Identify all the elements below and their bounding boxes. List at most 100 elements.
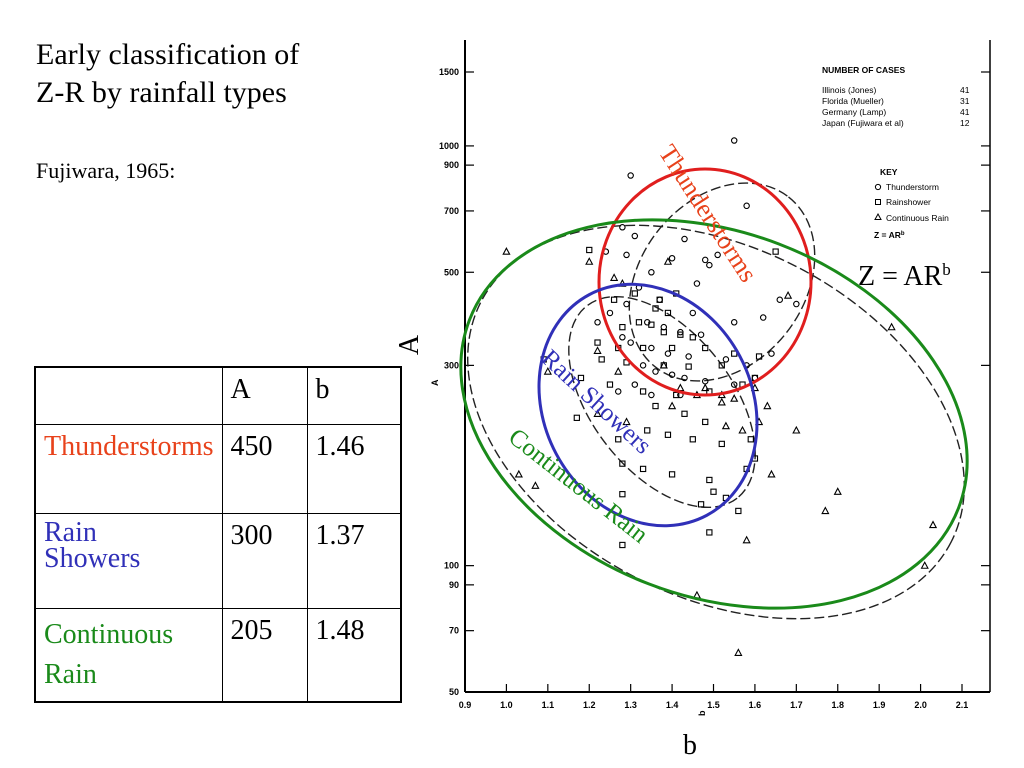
data-point-circle xyxy=(614,388,622,395)
equation-label: Z = ARb xyxy=(858,260,951,292)
y-tick-label: 100 xyxy=(444,561,459,571)
data-point-square xyxy=(610,296,618,303)
data-point-square xyxy=(648,321,655,328)
data-point-square xyxy=(615,436,622,443)
legend-circle-icon xyxy=(874,183,882,191)
rain-showers-ellipse xyxy=(537,282,759,528)
data-point-square xyxy=(652,402,659,410)
data-point-circle xyxy=(623,300,630,308)
x-axis-ticks: 0.9 1.0 1.1 1.2 1.3 1.4 1.5 1.6 1.7 1.8 1.9 2.0 2.1 xyxy=(459,684,969,710)
y-tick-label: 500 xyxy=(444,267,459,277)
data-point-circle xyxy=(693,280,701,287)
colored-region-overlays xyxy=(459,167,969,610)
data-point-square xyxy=(656,296,663,303)
table-cell-a: 205 xyxy=(221,608,308,703)
y-tick-label: 90 xyxy=(449,580,459,590)
legend-case-label: Germany (Lamp) xyxy=(822,107,886,117)
slide-title: Early classification of Z-R by rainfall … xyxy=(36,36,299,112)
thunderstorms-ellipse xyxy=(597,167,813,397)
data-point-triangle xyxy=(514,469,523,478)
data-point-circle xyxy=(623,251,630,259)
data-point-circle xyxy=(619,334,626,341)
data-point-circle xyxy=(730,381,738,388)
data-point-square xyxy=(660,328,667,336)
data-point-circle xyxy=(627,339,634,346)
data-point-triangle xyxy=(767,469,776,478)
data-point-circle xyxy=(631,381,639,388)
data-point-square xyxy=(689,436,696,443)
data-point-square xyxy=(639,344,647,352)
data-point-square xyxy=(619,491,626,498)
continuous-rain-ellipse xyxy=(459,218,969,610)
data-point-triangle xyxy=(663,257,673,265)
data-point-triangle xyxy=(622,417,631,426)
x-tick-label: 1.5 xyxy=(707,700,720,710)
table-cell-a: 300 xyxy=(221,513,308,609)
data-point-triangle xyxy=(783,290,793,299)
data-point-triangle xyxy=(676,383,685,392)
table-cell-name: Thunderstorms xyxy=(34,424,223,514)
y-tick-label: 300 xyxy=(444,360,459,370)
data-point-circle xyxy=(627,172,634,179)
data-point-square xyxy=(747,436,754,443)
data-point-circle xyxy=(743,202,750,210)
data-point-square xyxy=(619,541,626,549)
table-header-b: b xyxy=(306,366,402,425)
data-point-triangle xyxy=(701,383,710,392)
slide-title-line1: Early classification of xyxy=(36,38,300,71)
legend-formula: Z = ARb xyxy=(874,230,905,240)
data-point-circle xyxy=(793,300,800,308)
x-tick-label: 0.9 xyxy=(459,700,472,710)
table-header-a: A xyxy=(221,366,308,425)
data-point-square xyxy=(594,339,601,346)
data-point-square xyxy=(598,356,605,363)
data-point-triangle xyxy=(585,257,594,265)
region-boundary-dashed-thunderstorm xyxy=(628,182,816,382)
region-boundary-dashed-rainshower xyxy=(568,295,756,509)
table-cell-name-line2: Rain xyxy=(44,659,97,690)
data-point-circle xyxy=(706,261,713,269)
data-point-square xyxy=(755,353,763,360)
data-point-square xyxy=(772,248,779,255)
data-point-square xyxy=(710,488,717,495)
data-point-triangle xyxy=(717,397,726,406)
x-tick-label: 1.8 xyxy=(831,700,844,710)
data-point-triangle xyxy=(734,648,743,656)
data-point-square xyxy=(718,440,725,448)
data-point-triangle xyxy=(593,346,602,354)
data-point-circle xyxy=(759,314,767,321)
data-point-circle xyxy=(689,309,697,317)
legend-case-count: 41 xyxy=(960,107,970,117)
data-point-square xyxy=(639,388,647,395)
data-point-triangle xyxy=(543,366,552,375)
table-cell-name-line1: Rain xyxy=(44,517,97,548)
data-point-circle xyxy=(730,319,738,326)
data-point-circle xyxy=(730,137,738,144)
x-tick-label: 1.7 xyxy=(790,700,803,710)
data-point-square xyxy=(619,324,626,331)
data-point-square xyxy=(702,344,709,352)
data-point-triangle xyxy=(502,247,511,255)
data-point-circle xyxy=(714,251,721,259)
table-cell-name: Rain Showers xyxy=(34,513,223,609)
data-point-triangle xyxy=(920,561,929,569)
table-row-thunderstorms: Thunderstorms 450 1.46 xyxy=(34,424,402,514)
x-tick-label: 1.6 xyxy=(749,700,762,710)
x-tick-label: 2.0 xyxy=(914,700,927,710)
legend-key-label: Continuous Rain xyxy=(886,213,949,223)
x-tick-label: 1.4 xyxy=(666,700,679,710)
data-point-triangle xyxy=(614,366,623,375)
x-tick-label: 1.3 xyxy=(624,700,637,710)
data-point-square xyxy=(668,471,676,478)
y-tick-label: 50 xyxy=(449,687,459,697)
legend-square-icon xyxy=(875,199,881,205)
x-tick-label: 2.1 xyxy=(956,700,969,710)
data-point-circle xyxy=(594,319,601,326)
data-point-triangle xyxy=(721,421,731,430)
legend-title: NUMBER OF CASES xyxy=(822,65,905,75)
thunderstorms-region-label: Thunderstorms xyxy=(653,139,763,287)
data-point-circle xyxy=(639,362,647,369)
data-point-square xyxy=(681,410,688,417)
slide-subtitle: Fujiwara, 1965: xyxy=(36,158,176,183)
